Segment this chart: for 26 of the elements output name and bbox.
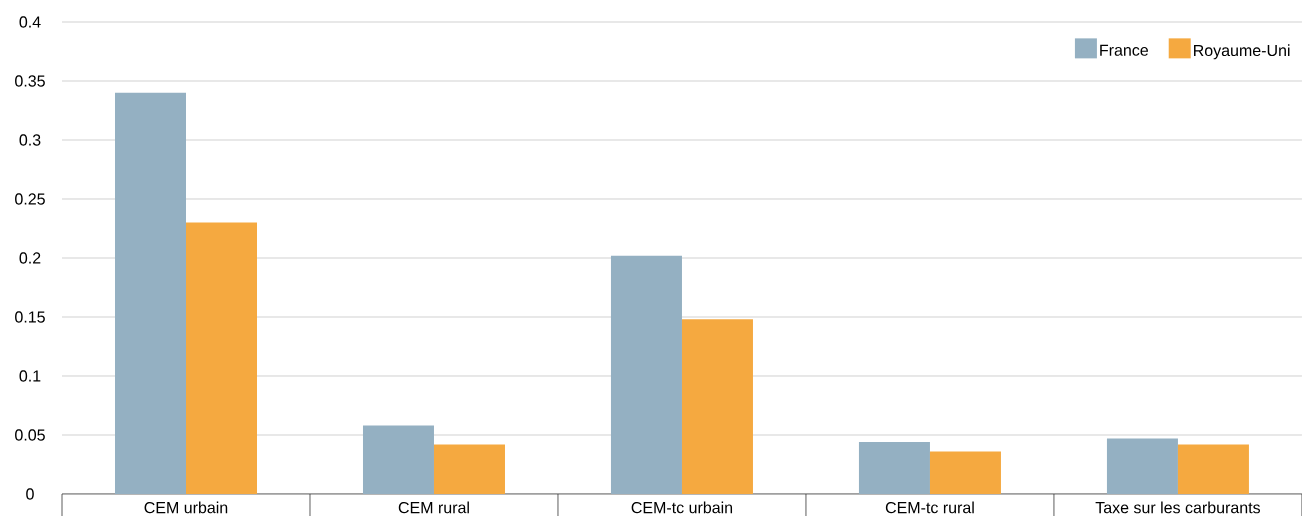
bar [610,255,682,494]
y-tick-label: 0.2 [19,252,41,264]
x-tick-label: CEM-tc rural [885,501,974,514]
y-tick-label: 0.15 [15,311,45,323]
y-tick-label: 0.25 [15,193,45,205]
bar [433,444,505,494]
x-tick-label: Taxe sur les carburants [1095,501,1261,514]
x-tick-label: CEM-tc urbain [631,501,733,514]
bar [929,451,1001,494]
y-tick-label: 0.3 [19,134,41,146]
x-tick-label: CEM rural [398,501,469,514]
legend-label: France [1100,44,1148,56]
y-tick-label: 0.35 [15,75,45,87]
x-tick-label: CEM urbain [144,501,228,514]
bar [1177,444,1249,494]
y-tick-label: 0.05 [15,429,45,441]
bar [362,425,434,494]
y-tick-label: 0.1 [19,370,41,382]
bar [114,92,186,494]
y-tick-label: 0 [26,488,34,500]
bar [858,442,930,494]
legend-label: Royaume-Uni [1194,44,1290,60]
bar [681,319,753,494]
bar [186,222,257,494]
bar [1106,438,1178,494]
y-tick-label: 0.4 [19,16,41,28]
